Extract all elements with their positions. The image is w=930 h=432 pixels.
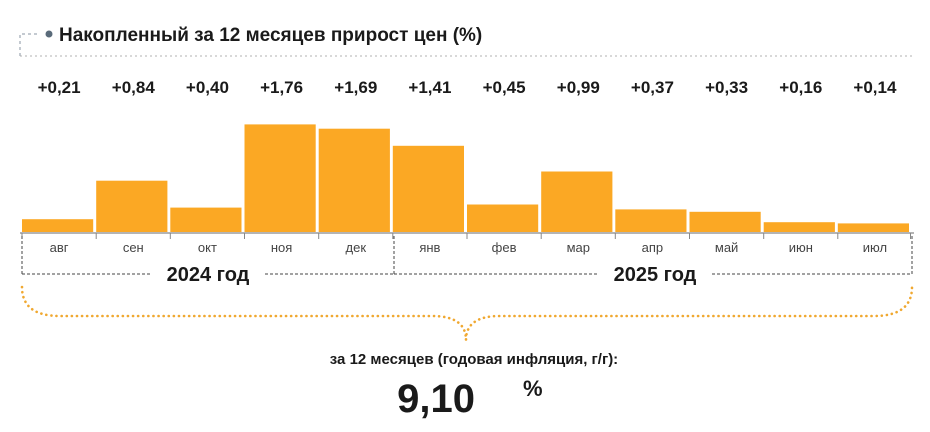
value-label-июл: +0,14 bbox=[853, 78, 897, 97]
bar-янв bbox=[392, 145, 464, 232]
month-label-ноя: ноя bbox=[271, 240, 292, 255]
value-label-янв: +1,41 bbox=[408, 78, 451, 97]
bar-май bbox=[689, 211, 761, 232]
month-label-июн: июн bbox=[789, 240, 813, 255]
summary-value: 9,10 bbox=[397, 377, 475, 421]
month-label-окт: окт bbox=[198, 240, 217, 255]
summary-label: за 12 месяцев (годовая инфляция, г/г): bbox=[330, 351, 618, 368]
bar-авг bbox=[22, 219, 94, 232]
x-axis-ticks bbox=[21, 233, 911, 239]
title-bullet-icon bbox=[45, 30, 53, 38]
month-label-май: май bbox=[715, 240, 738, 255]
bar-ноя bbox=[244, 124, 316, 232]
month-label-сен: сен bbox=[123, 240, 144, 255]
year-brackets: 2024 год 2025 год bbox=[21, 236, 913, 286]
bar-мар bbox=[541, 171, 613, 232]
bar-дек bbox=[318, 128, 390, 232]
month-labels-group: авг сен окт ноя дек янв фев мар апр май июн июл bbox=[50, 240, 887, 255]
summary-brace bbox=[20, 285, 914, 341]
bars-group bbox=[22, 124, 909, 232]
summary-unit: % bbox=[523, 376, 543, 401]
bar-сен bbox=[96, 180, 168, 232]
chart-title: Накопленный за 12 месяцев прирост цен (%… bbox=[59, 25, 482, 46]
year-label-2024: 2024 год bbox=[167, 264, 250, 286]
title-bracket bbox=[19, 33, 40, 56]
value-label-ноя: +1,76 bbox=[260, 78, 303, 97]
month-label-фев: фев bbox=[492, 240, 517, 255]
month-label-авг: авг bbox=[50, 240, 69, 255]
value-label-июн: +0,16 bbox=[779, 78, 822, 97]
bar-июн bbox=[763, 222, 835, 232]
bar-фев bbox=[467, 204, 539, 232]
value-label-май: +0,33 bbox=[705, 78, 748, 97]
value-label-авг: +0,21 bbox=[38, 78, 81, 97]
month-label-мар: мар bbox=[567, 240, 590, 255]
bar-июл bbox=[837, 223, 909, 232]
bar-апр bbox=[615, 209, 687, 232]
bar-окт bbox=[170, 207, 242, 232]
value-label-окт: +0,40 bbox=[186, 78, 229, 97]
value-label-фев: +0,45 bbox=[483, 78, 526, 97]
value-label-апр: +0,37 bbox=[631, 78, 674, 97]
year-label-2025: 2025 год bbox=[614, 264, 697, 286]
value-label-дек: +1,69 bbox=[334, 78, 377, 97]
month-label-апр: апр bbox=[642, 240, 664, 255]
value-label-мар: +0,99 bbox=[557, 78, 600, 97]
value-label-сен: +0,84 bbox=[112, 78, 156, 97]
month-label-дек: дек bbox=[346, 240, 367, 255]
value-labels-group: +0,21 +0,84 +0,40 +1,76 +1,69 +1,41 +0,45 +0,99… bbox=[38, 78, 897, 97]
month-label-янв: янв bbox=[419, 240, 440, 255]
month-label-июл: июл bbox=[863, 240, 887, 255]
